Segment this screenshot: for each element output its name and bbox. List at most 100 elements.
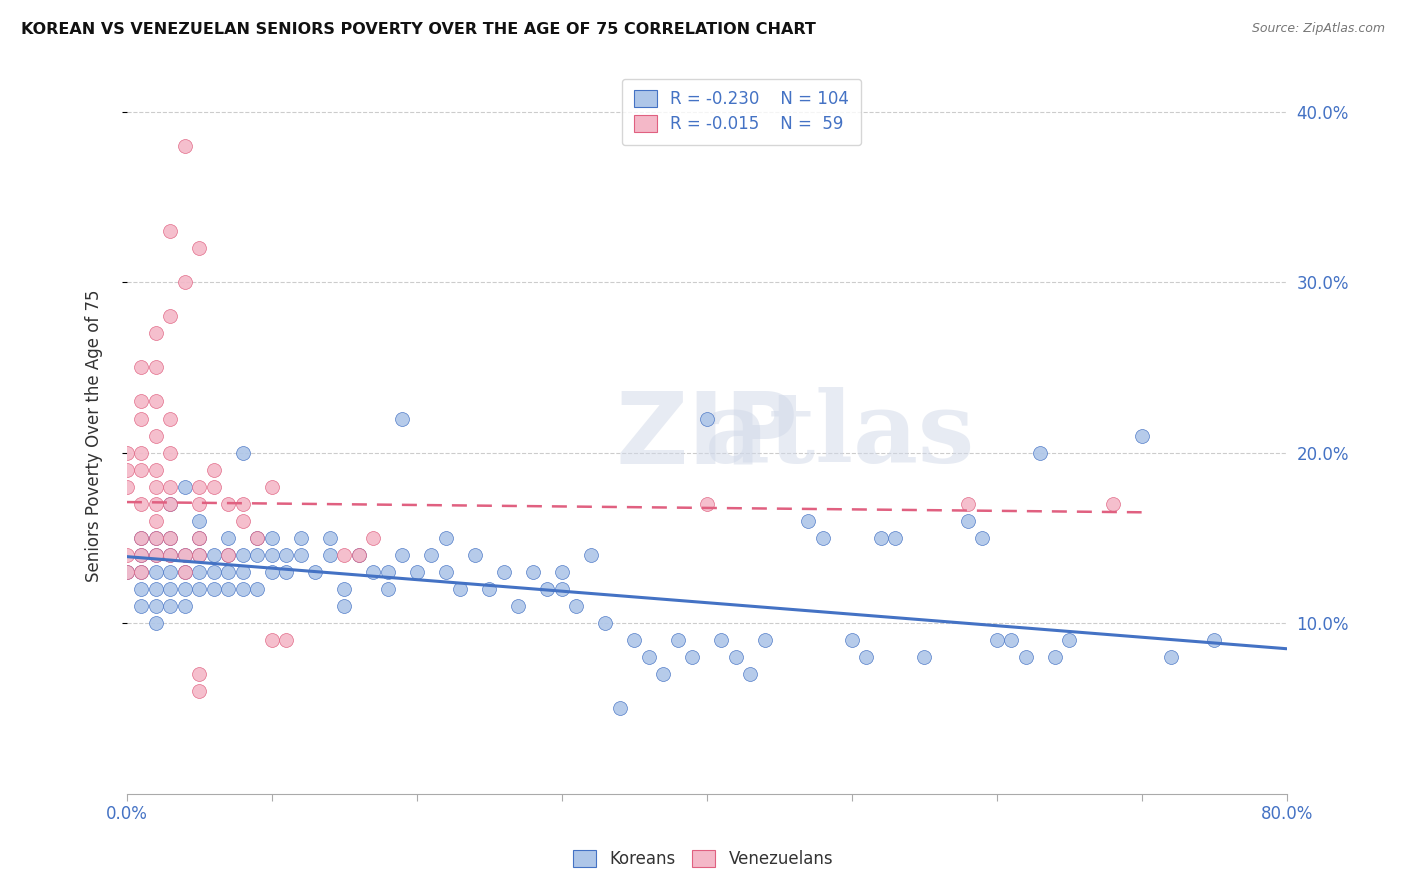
Point bbox=[260, 548, 283, 562]
Point bbox=[1057, 633, 1080, 648]
Point bbox=[811, 531, 834, 545]
Point bbox=[188, 514, 211, 528]
Point bbox=[290, 548, 312, 562]
Point bbox=[232, 582, 254, 596]
Point bbox=[217, 531, 239, 545]
Point bbox=[188, 531, 211, 545]
Point bbox=[174, 548, 197, 562]
Point bbox=[972, 531, 994, 545]
Point bbox=[855, 650, 877, 665]
Point bbox=[565, 599, 588, 613]
Point bbox=[710, 633, 733, 648]
Point bbox=[188, 531, 211, 545]
Point bbox=[159, 531, 181, 545]
Point bbox=[260, 480, 283, 494]
Point bbox=[159, 224, 181, 238]
Point bbox=[159, 497, 181, 511]
Point bbox=[492, 565, 515, 579]
Point bbox=[131, 394, 153, 409]
Point bbox=[174, 599, 197, 613]
Point bbox=[232, 445, 254, 459]
Point bbox=[174, 480, 197, 494]
Point bbox=[115, 565, 138, 579]
Point bbox=[131, 360, 153, 375]
Point bbox=[637, 650, 659, 665]
Point bbox=[145, 326, 167, 341]
Point bbox=[333, 582, 356, 596]
Text: Source: ZipAtlas.com: Source: ZipAtlas.com bbox=[1251, 22, 1385, 36]
Point bbox=[159, 548, 181, 562]
Point bbox=[145, 497, 167, 511]
Point bbox=[159, 309, 181, 323]
Point bbox=[159, 531, 181, 545]
Point bbox=[145, 360, 167, 375]
Legend: Koreans, Venezuelans: Koreans, Venezuelans bbox=[565, 843, 841, 875]
Point bbox=[159, 497, 181, 511]
Point bbox=[956, 514, 979, 528]
Point bbox=[159, 480, 181, 494]
Point bbox=[724, 650, 747, 665]
Point bbox=[202, 480, 225, 494]
Point bbox=[681, 650, 703, 665]
Point bbox=[202, 463, 225, 477]
Point bbox=[391, 411, 413, 425]
Point bbox=[232, 565, 254, 579]
Point bbox=[579, 548, 602, 562]
Point bbox=[188, 480, 211, 494]
Point bbox=[217, 565, 239, 579]
Point bbox=[145, 599, 167, 613]
Point bbox=[232, 514, 254, 528]
Point bbox=[174, 582, 197, 596]
Point bbox=[246, 548, 269, 562]
Point bbox=[276, 548, 298, 562]
Point bbox=[1160, 650, 1182, 665]
Point bbox=[188, 548, 211, 562]
Point bbox=[1043, 650, 1066, 665]
Point bbox=[145, 394, 167, 409]
Point bbox=[420, 548, 443, 562]
Point bbox=[869, 531, 891, 545]
Point bbox=[522, 565, 544, 579]
Point bbox=[217, 582, 239, 596]
Point bbox=[449, 582, 471, 596]
Point bbox=[115, 548, 138, 562]
Point bbox=[174, 275, 197, 289]
Point bbox=[464, 548, 486, 562]
Point bbox=[434, 531, 457, 545]
Point bbox=[174, 565, 197, 579]
Point bbox=[188, 548, 211, 562]
Text: ZIP: ZIP bbox=[616, 387, 799, 484]
Point bbox=[347, 548, 370, 562]
Point bbox=[131, 445, 153, 459]
Point bbox=[188, 241, 211, 255]
Point bbox=[131, 582, 153, 596]
Point bbox=[145, 531, 167, 545]
Point bbox=[623, 633, 645, 648]
Point bbox=[131, 531, 153, 545]
Point bbox=[536, 582, 558, 596]
Point bbox=[131, 411, 153, 425]
Point bbox=[260, 565, 283, 579]
Point bbox=[1014, 650, 1036, 665]
Point bbox=[666, 633, 689, 648]
Point bbox=[1130, 428, 1153, 442]
Point bbox=[551, 565, 574, 579]
Point bbox=[131, 599, 153, 613]
Point bbox=[145, 548, 167, 562]
Point bbox=[188, 565, 211, 579]
Point bbox=[115, 463, 138, 477]
Point bbox=[232, 548, 254, 562]
Point bbox=[478, 582, 501, 596]
Text: atlas: atlas bbox=[704, 387, 976, 484]
Point bbox=[754, 633, 776, 648]
Point bbox=[956, 497, 979, 511]
Point bbox=[145, 463, 167, 477]
Point bbox=[1000, 633, 1022, 648]
Point bbox=[333, 548, 356, 562]
Point bbox=[290, 531, 312, 545]
Point bbox=[276, 633, 298, 648]
Point bbox=[363, 565, 385, 579]
Point bbox=[145, 480, 167, 494]
Point bbox=[260, 633, 283, 648]
Point bbox=[188, 582, 211, 596]
